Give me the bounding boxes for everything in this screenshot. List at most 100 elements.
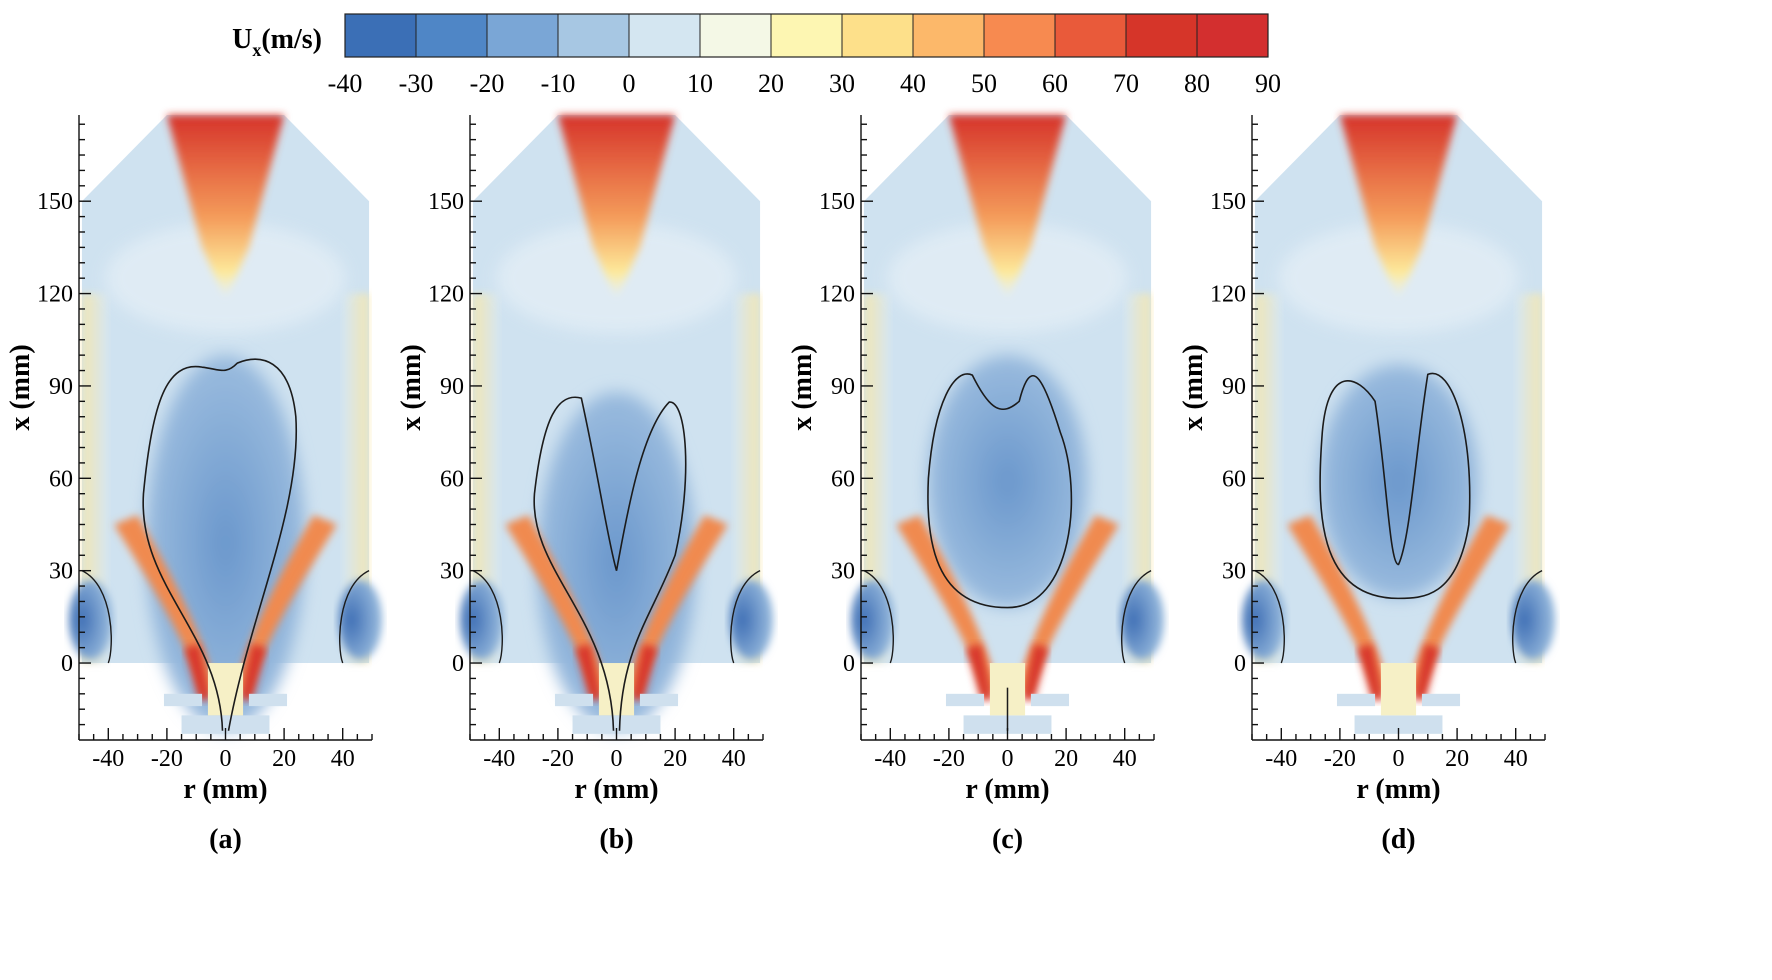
x-tick-label: 0 bbox=[611, 746, 623, 772]
x-tick-label: 20 bbox=[1054, 746, 1078, 772]
y-tick-label: 60 bbox=[831, 466, 855, 492]
corner-vortex-left bbox=[1241, 579, 1286, 660]
panel-c: -40 -20 0 20 40 0 30 60 90 120 150 r (mm) x (mm) (c) bbox=[787, 115, 1165, 855]
jet-core-right bbox=[1022, 644, 1049, 700]
x-tick-label: 40 bbox=[722, 746, 746, 772]
central-recirculation bbox=[927, 355, 1088, 608]
exhaust-jet bbox=[166, 115, 285, 300]
corner-vortex-right bbox=[1511, 579, 1556, 660]
colorbar-tick-label: -20 bbox=[470, 69, 505, 98]
colorbar: Ux(m/s) -40 -30 -20 -10 0 10 20 30 40 50 60 70 80 90 bbox=[232, 13, 1281, 98]
x-tick-label: -40 bbox=[874, 746, 906, 772]
zero-velocity-contour bbox=[927, 373, 1073, 609]
flow-domain bbox=[459, 115, 774, 731]
exhaust-jet bbox=[948, 115, 1067, 300]
corner-contour-right bbox=[339, 570, 370, 664]
colorbar-frame bbox=[344, 13, 1269, 58]
x-tick-label: 20 bbox=[1445, 746, 1469, 772]
colorbar-tick-label: 10 bbox=[687, 69, 713, 98]
panel-label: (a) bbox=[209, 824, 242, 855]
x-axis-label: r (mm) bbox=[965, 774, 1049, 805]
x-tick-label: -40 bbox=[483, 746, 515, 772]
y-tick-label: 60 bbox=[49, 466, 73, 492]
x-tick-label: 0 bbox=[220, 746, 232, 772]
y-tick-label: 90 bbox=[831, 374, 855, 400]
y-tick-label: 120 bbox=[428, 282, 464, 308]
exhaust-jet bbox=[557, 115, 676, 300]
corner-contour-left bbox=[1254, 570, 1285, 664]
corner-vortex-left bbox=[850, 579, 895, 660]
flow-domain bbox=[850, 115, 1165, 700]
colorbar-tick-label: 0 bbox=[623, 69, 636, 98]
y-tick-label: 150 bbox=[428, 189, 464, 215]
axes bbox=[1251, 115, 1546, 741]
injector-block-right bbox=[1030, 693, 1070, 707]
injector bbox=[1336, 663, 1461, 734]
corner-contour-left bbox=[472, 570, 503, 664]
y-tick-label: 90 bbox=[1222, 374, 1246, 400]
panel-d: -40 -20 0 20 40 0 30 60 90 120 150 r (mm) x (mm) (d) bbox=[1178, 115, 1556, 855]
jet-core-left bbox=[966, 644, 993, 700]
x-tick-label: -20 bbox=[933, 746, 965, 772]
y-tick-label: 90 bbox=[440, 374, 464, 400]
colorbar-cell bbox=[1126, 14, 1198, 57]
colorbar-tick-label: 80 bbox=[1184, 69, 1210, 98]
colorbar-tick-label: 40 bbox=[900, 69, 926, 98]
flow-domain bbox=[1241, 115, 1556, 700]
jet-core-left bbox=[184, 644, 211, 700]
injector-block-left bbox=[163, 693, 203, 707]
x-axis-label: r (mm) bbox=[1356, 774, 1440, 805]
panel-label: (c) bbox=[992, 824, 1023, 855]
y-tick-label: 90 bbox=[49, 374, 73, 400]
colorbar-cell bbox=[629, 14, 701, 57]
corner-contour-left bbox=[863, 570, 894, 664]
colorbar-cell bbox=[1055, 14, 1127, 57]
x-tick-label: -20 bbox=[151, 746, 183, 772]
colorbar-tick-label: 50 bbox=[971, 69, 997, 98]
y-tick-label: 60 bbox=[440, 466, 464, 492]
colorbar-tick-label: -40 bbox=[328, 69, 363, 98]
x-tick-label: 40 bbox=[331, 746, 355, 772]
central-recirculation bbox=[1318, 364, 1479, 599]
y-tick-label: 120 bbox=[37, 282, 73, 308]
injector-block-right bbox=[1421, 693, 1461, 707]
corner-contour-left bbox=[81, 570, 112, 664]
colorbar-cell bbox=[1197, 14, 1269, 57]
y-tick-label: 0 bbox=[843, 651, 855, 677]
colorbar-cell bbox=[487, 14, 559, 57]
colorbar-label: Ux(m/s) bbox=[232, 24, 322, 60]
panel-a: -40 -20 0 20 40 0 30 60 90 120 150 r (mm) x (mm) (a) bbox=[5, 115, 383, 855]
colorbar-tick-label: 90 bbox=[1255, 69, 1281, 98]
y-tick-label: 0 bbox=[1234, 651, 1246, 677]
x-tick-label: -20 bbox=[542, 746, 574, 772]
y-tick-label: 120 bbox=[819, 282, 855, 308]
axes bbox=[78, 115, 373, 741]
panel-label: (b) bbox=[599, 824, 633, 855]
x-tick-label: 20 bbox=[272, 746, 296, 772]
y-tick-label: 30 bbox=[49, 559, 73, 585]
x-tick-label: 40 bbox=[1113, 746, 1137, 772]
jet-core-right bbox=[631, 644, 658, 700]
zero-velocity-contour bbox=[533, 396, 687, 731]
corner-vortex-left bbox=[459, 579, 504, 660]
exhaust-jet bbox=[1339, 115, 1458, 300]
colorbar-cell bbox=[984, 14, 1056, 57]
panel-b: -40 -20 0 20 40 0 30 60 90 120 150 r (mm) x (mm) (b) bbox=[396, 115, 774, 855]
corner-contour-right bbox=[730, 570, 761, 664]
x-tick-label: 0 bbox=[1393, 746, 1405, 772]
colorbar-tick-label: -10 bbox=[541, 69, 576, 98]
corner-vortex-left bbox=[68, 579, 113, 660]
colorbar-tick-label: 20 bbox=[758, 69, 784, 98]
colorbar-cell bbox=[700, 14, 772, 57]
y-axis-label: x (mm) bbox=[396, 344, 427, 430]
injector-block-left bbox=[1336, 693, 1376, 707]
colorbar-cell bbox=[771, 14, 843, 57]
injector-block-right bbox=[248, 693, 288, 707]
colorbar-cell bbox=[345, 14, 417, 57]
zero-velocity-contour bbox=[142, 358, 298, 731]
colorbar-tick-label: 30 bbox=[829, 69, 855, 98]
injector-base bbox=[572, 715, 661, 734]
injector-block-left bbox=[554, 693, 594, 707]
corner-contour-right bbox=[1121, 570, 1152, 664]
y-tick-label: 150 bbox=[819, 189, 855, 215]
